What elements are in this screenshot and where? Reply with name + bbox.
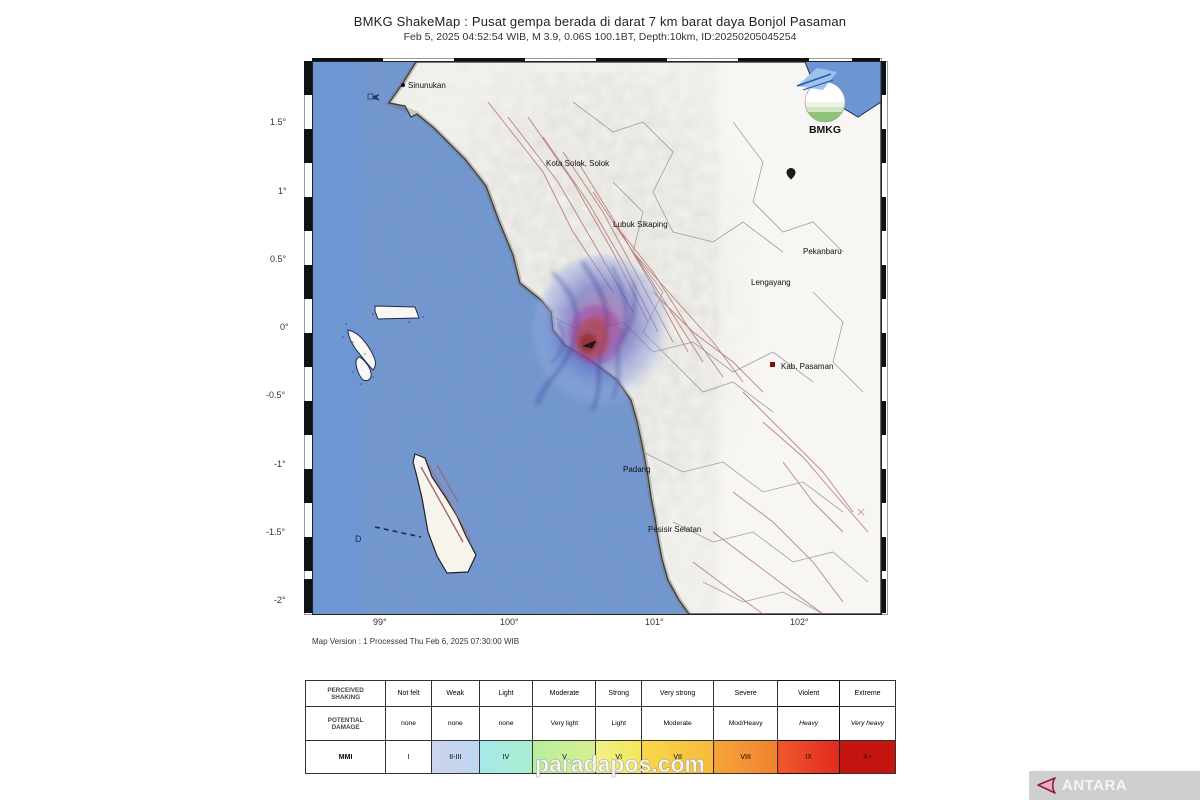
svg-text:Pesisir Selatan: Pesisir Selatan: [648, 525, 701, 534]
svg-text:Lubuk Sikaping: Lubuk Sikaping: [613, 220, 668, 229]
svg-text:Lengayang: Lengayang: [751, 278, 791, 287]
svg-text:Kab. Pasaman: Kab. Pasaman: [781, 362, 833, 371]
svg-text:Kota Solok, Solok: Kota Solok, Solok: [546, 159, 610, 168]
svg-text:Pekanbaru: Pekanbaru: [803, 247, 842, 256]
svg-text:BMKG: BMKG: [809, 124, 841, 136]
svg-text:Sinunukan: Sinunukan: [408, 81, 446, 90]
svg-text:Padang: Padang: [623, 465, 651, 474]
svg-text:D: D: [355, 534, 362, 544]
